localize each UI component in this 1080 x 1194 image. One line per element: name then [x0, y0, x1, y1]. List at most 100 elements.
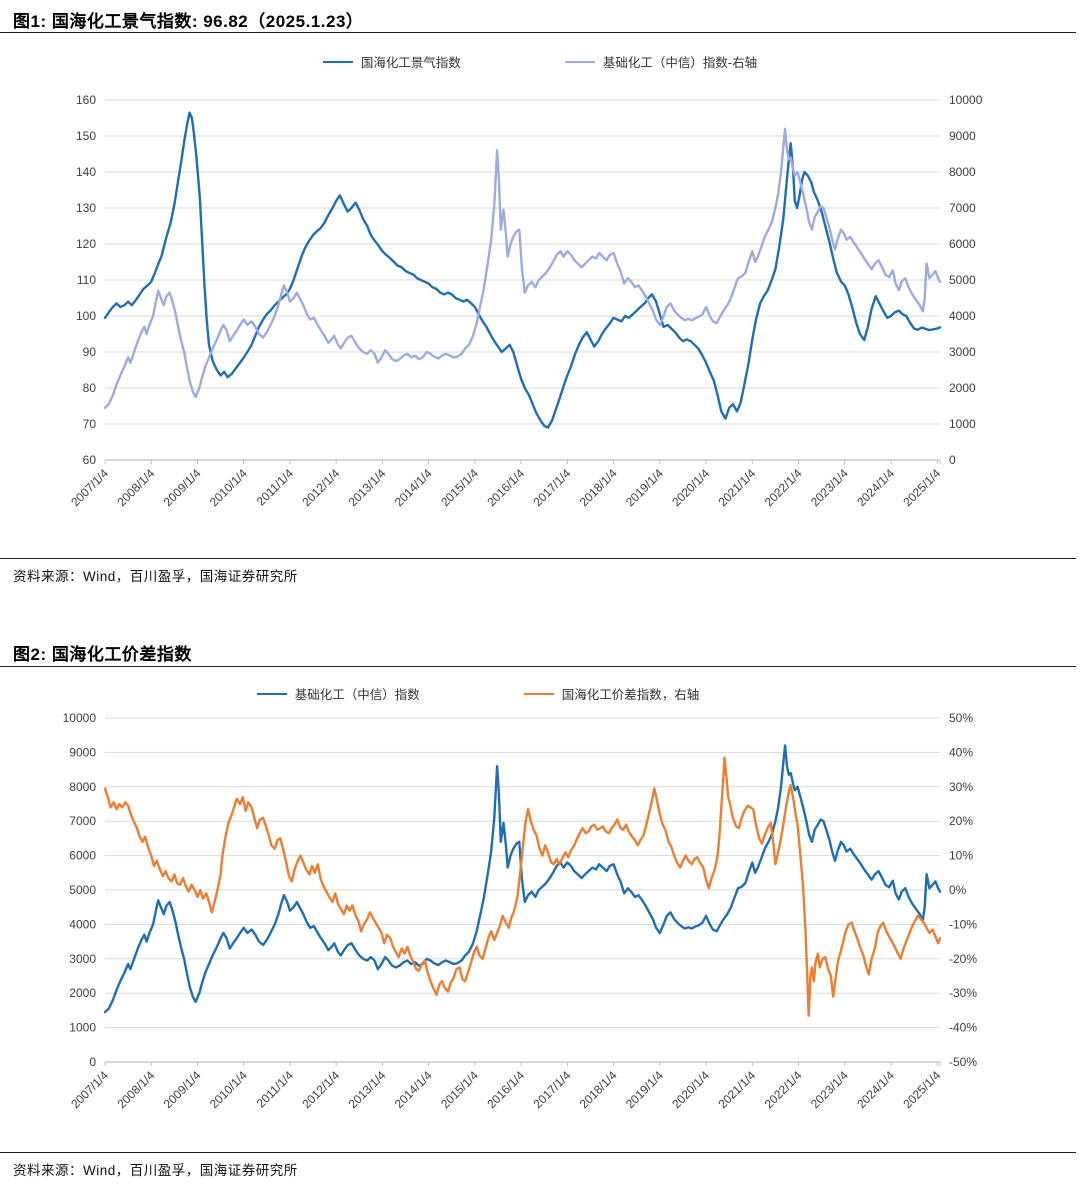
svg-text:2011/1/4: 2011/1/4 — [254, 466, 297, 509]
legend-item-csi-basic-chem-right-axis: 基础化工（中信）指数-右轴 — [564, 52, 758, 71]
svg-text:110: 110 — [77, 273, 96, 287]
figure2-title-underline — [0, 666, 1076, 667]
price-spread-chart: 2007/1/4 2008/1/4 2009/1/4 2010/1/4 2011/1/4… — [63, 711, 978, 1111]
svg-text:10000: 10000 — [63, 711, 97, 725]
svg-text:2020/1/4: 2020/1/4 — [669, 466, 712, 509]
svg-text:7000: 7000 — [69, 814, 96, 828]
svg-text:1000: 1000 — [69, 1021, 96, 1035]
svg-text:-40%: -40% — [949, 1021, 977, 1035]
svg-text:7000: 7000 — [949, 201, 976, 215]
svg-text:2008/1/4: 2008/1/4 — [114, 1068, 157, 1111]
legend-line-swatch — [322, 60, 353, 63]
svg-text:2009/1/4: 2009/1/4 — [161, 1068, 204, 1111]
svg-text:9000: 9000 — [949, 129, 976, 143]
svg-text:2013/1/4: 2013/1/4 — [346, 466, 389, 509]
svg-text:6000: 6000 — [69, 849, 96, 863]
legend-item-prosperity-index: 国海化工景气指数 — [322, 52, 461, 71]
svg-text:2025/1/4: 2025/1/4 — [900, 1068, 943, 1111]
svg-text:90: 90 — [83, 345, 97, 359]
svg-text:2018/1/4: 2018/1/4 — [577, 466, 620, 509]
svg-text:2011/1/4: 2011/1/4 — [254, 1068, 297, 1111]
svg-text:2012/1/4: 2012/1/4 — [299, 1068, 342, 1111]
svg-text:160: 160 — [76, 93, 96, 107]
svg-text:2019/1/4: 2019/1/4 — [623, 466, 666, 509]
svg-text:2000: 2000 — [949, 381, 976, 395]
svg-text:2014/1/4: 2014/1/4 — [392, 466, 435, 509]
svg-text:9000: 9000 — [69, 745, 96, 759]
svg-text:140: 140 — [76, 165, 96, 179]
svg-text:2020/1/4: 2020/1/4 — [669, 1068, 712, 1111]
figure2-legend: 基础化工（中信）指数 国海化工价差指数，右轴 — [0, 684, 1018, 703]
svg-text:150: 150 — [76, 129, 96, 143]
svg-text:2008/1/4: 2008/1/4 — [114, 466, 157, 509]
figure2-source: 资料来源：Wind，百川盈孚，国海证券研究所 — [13, 1163, 298, 1178]
svg-text:4000: 4000 — [69, 917, 96, 931]
svg-text:50%: 50% — [949, 711, 973, 725]
svg-text:2021/1/4: 2021/1/4 — [715, 466, 758, 509]
svg-text:-10%: -10% — [949, 917, 977, 931]
svg-text:2015/1/4: 2015/1/4 — [438, 1068, 481, 1111]
svg-text:2017/1/4: 2017/1/4 — [531, 1068, 574, 1111]
svg-text:2000: 2000 — [69, 986, 96, 1000]
legend-label: 基础化工（中信）指数 — [294, 688, 420, 702]
svg-text:1000: 1000 — [949, 417, 976, 431]
svg-text:2022/1/4: 2022/1/4 — [762, 1068, 805, 1111]
svg-text:60: 60 — [83, 453, 97, 467]
legend-label: 基础化工（中信）指数-右轴 — [602, 56, 758, 70]
svg-text:5000: 5000 — [69, 883, 96, 897]
svg-text:70: 70 — [83, 417, 97, 431]
svg-text:2022/1/4: 2022/1/4 — [762, 466, 805, 509]
svg-text:-20%: -20% — [949, 952, 977, 966]
figure1-source-rule — [0, 558, 1076, 559]
svg-text:5000: 5000 — [949, 273, 976, 287]
svg-text:4000: 4000 — [949, 309, 976, 323]
svg-text:2018/1/4: 2018/1/4 — [577, 1068, 620, 1111]
svg-text:3000: 3000 — [949, 345, 976, 359]
svg-text:2023/1/4: 2023/1/4 — [808, 1068, 851, 1111]
svg-text:2019/1/4: 2019/1/4 — [623, 1068, 666, 1111]
prosperity-index-chart: 2007/1/4 2008/1/4 2009/1/4 2010/1/4 2011/1/4… — [68, 93, 983, 509]
figure1-title-underline — [0, 32, 1076, 33]
legend-line-swatch — [523, 692, 554, 695]
svg-text:0: 0 — [89, 1055, 96, 1069]
svg-text:80: 80 — [83, 381, 97, 395]
svg-text:100: 100 — [76, 309, 96, 323]
svg-text:6000: 6000 — [949, 237, 976, 251]
svg-text:2007/1/4: 2007/1/4 — [68, 466, 111, 509]
svg-text:2024/1/4: 2024/1/4 — [854, 1068, 897, 1111]
figure1-legend: 国海化工景气指数 基础化工（中信）指数-右轴 — [0, 52, 1080, 71]
svg-text:2016/1/4: 2016/1/4 — [484, 1068, 527, 1111]
legend-label: 国海化工景气指数 — [360, 56, 461, 70]
svg-text:2012/1/4: 2012/1/4 — [299, 466, 342, 509]
svg-text:20%: 20% — [949, 814, 973, 828]
svg-text:0: 0 — [949, 453, 956, 467]
svg-text:2014/1/4: 2014/1/4 — [392, 1068, 435, 1111]
svg-text:40%: 40% — [949, 745, 973, 759]
figure2-title: 图2: 国海化工价差指数 — [13, 645, 192, 664]
svg-text:120: 120 — [76, 237, 96, 251]
legend-item-csi-basic-chem: 基础化工（中信）指数 — [256, 684, 420, 703]
svg-text:2009/1/4: 2009/1/4 — [161, 466, 204, 509]
figure2-source-rule — [0, 1152, 1076, 1153]
svg-text:2013/1/4: 2013/1/4 — [346, 1068, 389, 1111]
legend-item-price-spread-right-axis: 国海化工价差指数，右轴 — [523, 684, 700, 703]
svg-text:-50%: -50% — [949, 1055, 977, 1069]
svg-text:2024/1/4: 2024/1/4 — [854, 466, 897, 509]
svg-text:2016/1/4: 2016/1/4 — [484, 466, 527, 509]
svg-text:2025/1/4: 2025/1/4 — [900, 466, 943, 509]
svg-text:3000: 3000 — [69, 952, 96, 966]
svg-text:2017/1/4: 2017/1/4 — [531, 466, 574, 509]
legend-line-swatch — [564, 60, 595, 63]
svg-text:-30%: -30% — [949, 986, 977, 1000]
figure1-source: 资料来源：Wind，百川盈孚，国海证券研究所 — [13, 569, 298, 584]
svg-text:2021/1/4: 2021/1/4 — [715, 1068, 758, 1111]
legend-label: 国海化工价差指数，右轴 — [561, 688, 700, 702]
svg-text:10%: 10% — [949, 849, 973, 863]
svg-text:10000: 10000 — [949, 93, 983, 107]
svg-text:2010/1/4: 2010/1/4 — [207, 1068, 250, 1111]
figure1-title: 图1: 国海化工景气指数: 96.82（2025.1.23） — [13, 12, 364, 31]
svg-text:8000: 8000 — [69, 780, 96, 794]
svg-text:2010/1/4: 2010/1/4 — [207, 466, 250, 509]
svg-text:0%: 0% — [949, 883, 967, 897]
